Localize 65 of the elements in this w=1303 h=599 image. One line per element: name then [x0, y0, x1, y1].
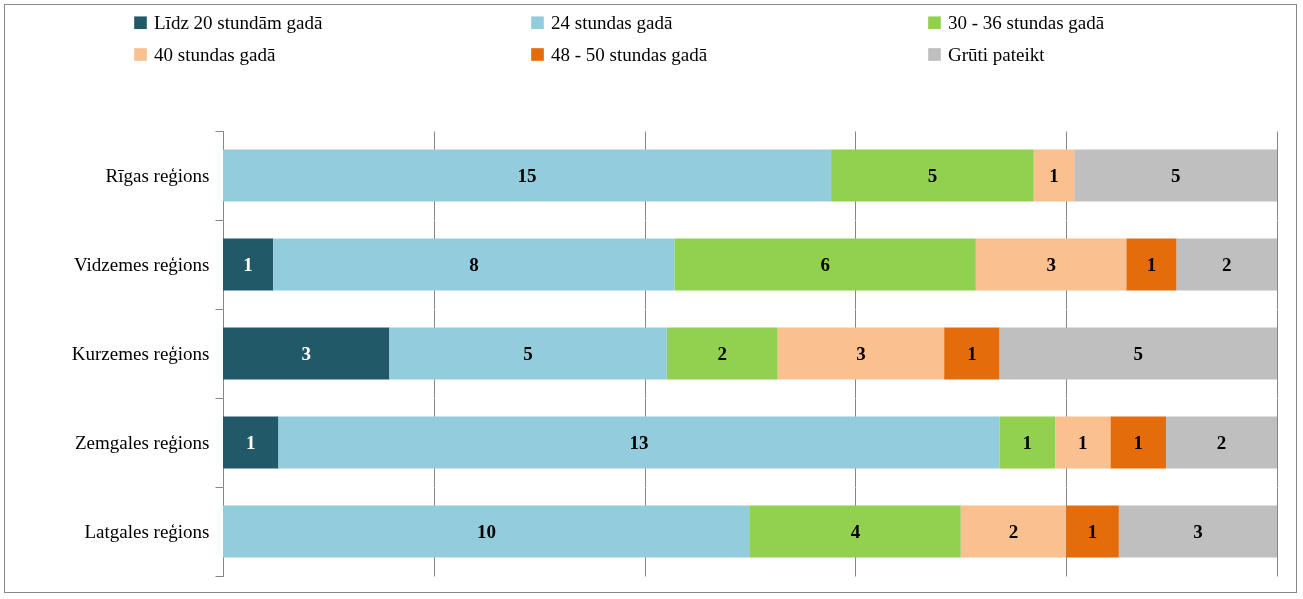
y-tick-label: Zemgales reģions: [74, 432, 210, 453]
y-tick-label: Latgales reģions: [84, 521, 210, 542]
bar: [999, 327, 1277, 380]
bar: [1166, 416, 1277, 469]
bar: [278, 416, 1000, 469]
legend-label: 40 stundas gadā: [154, 43, 276, 65]
bar: [223, 505, 750, 558]
data-label: 1: [1049, 164, 1059, 186]
bar: [674, 238, 976, 291]
data-label: 3: [1046, 253, 1056, 275]
bar: [1066, 505, 1119, 558]
data-label: 1: [1087, 520, 1098, 542]
bar: [777, 327, 945, 380]
data-label: 6: [820, 253, 831, 275]
bar: [944, 327, 1000, 380]
data-label: 1: [1078, 431, 1088, 453]
data-label: 1: [1022, 431, 1033, 453]
data-label: 4: [850, 520, 861, 542]
bar: [273, 238, 675, 291]
legend-label: Grūti pateikt: [948, 43, 1046, 65]
bar: [1176, 238, 1277, 291]
data-label: 3: [1193, 520, 1203, 542]
bar: [389, 327, 667, 380]
legend-label: 30 - 36 stundas gadā: [948, 11, 1105, 33]
legend-label: Līdz 20 stundām gadā: [154, 11, 323, 33]
bar: [223, 416, 279, 469]
legend-label: 24 stundas gadā: [551, 11, 673, 33]
bar: [223, 327, 390, 380]
data-label: 1: [245, 431, 256, 453]
data-label: 5: [523, 342, 533, 364]
bar: [223, 238, 274, 291]
y-tick-label: Rīgas reģions: [105, 165, 210, 186]
bar: [960, 505, 1067, 558]
data-label: 2: [717, 342, 728, 364]
data-label: 5: [1133, 342, 1144, 364]
bar: [223, 149, 832, 202]
bar: [999, 416, 1056, 469]
bar: [1126, 238, 1177, 291]
y-tick-label: Kurzemes reģions: [71, 343, 210, 364]
data-label: 10: [477, 520, 496, 542]
bar: [1055, 416, 1111, 469]
data-label: 1: [1133, 431, 1144, 453]
bar: [666, 327, 778, 380]
data-label: 1: [967, 342, 977, 364]
data-label: 8: [469, 253, 479, 275]
y-tick-label: Vidzemes reģions: [73, 254, 210, 275]
bar: [1118, 505, 1277, 558]
bar: [1033, 149, 1075, 202]
bar: [831, 149, 1034, 202]
data-label: 3: [856, 342, 866, 364]
bar: [975, 238, 1127, 291]
data-label: 2: [1008, 520, 1019, 542]
data-label: 1: [243, 253, 253, 275]
data-label: 13: [629, 431, 649, 453]
data-label: 2: [1222, 253, 1232, 275]
data-label: 5: [927, 164, 938, 186]
data-label: 3: [301, 342, 311, 364]
data-label: 2: [1216, 431, 1227, 453]
data-label: 1: [1146, 253, 1157, 275]
legend-label: 48 - 50 stundas gadā: [551, 43, 708, 65]
bar: [1074, 149, 1277, 202]
data-label: 15: [517, 164, 537, 186]
bar: [1110, 416, 1167, 469]
data-label: 5: [1170, 164, 1181, 186]
bar: [750, 505, 961, 558]
